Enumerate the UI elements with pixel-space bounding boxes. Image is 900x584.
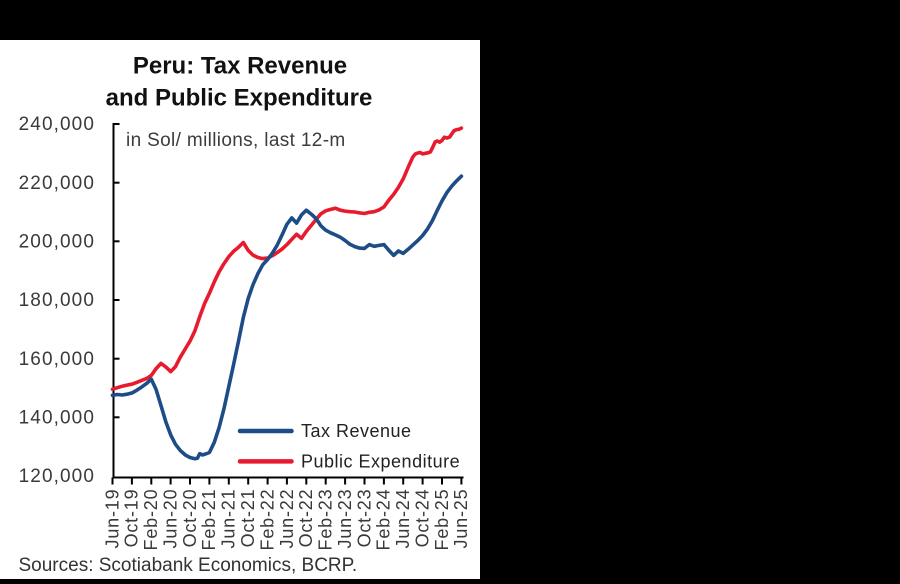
svg-text:Oct-24: Oct-24 (412, 489, 432, 548)
svg-text:Jun-21: Jun-21 (219, 489, 239, 549)
svg-text:Public Expenditure: Public Expenditure (301, 451, 460, 471)
svg-text:Jun-22: Jun-22 (277, 489, 297, 549)
svg-text:Jun-20: Jun-20 (160, 489, 180, 549)
svg-text:Oct-21: Oct-21 (238, 489, 258, 548)
svg-text:160,000: 160,000 (19, 349, 95, 370)
svg-text:Feb-25: Feb-25 (432, 489, 452, 551)
svg-text:in Sol/ millions, last 12-m: in Sol/ millions, last 12-m (126, 130, 346, 151)
svg-text:Oct-22: Oct-22 (296, 489, 316, 548)
svg-text:Oct-20: Oct-20 (180, 489, 200, 548)
svg-text:Feb-23: Feb-23 (316, 489, 336, 551)
svg-text:Jun-23: Jun-23 (335, 489, 355, 549)
svg-text:Feb-21: Feb-21 (199, 489, 219, 551)
svg-text:200,000: 200,000 (19, 232, 95, 253)
svg-text:Oct-19: Oct-19 (122, 489, 142, 548)
svg-text:120,000: 120,000 (19, 466, 95, 487)
svg-text:Jun-25: Jun-25 (451, 489, 471, 549)
svg-text:220,000: 220,000 (19, 173, 95, 194)
svg-text:Jun-24: Jun-24 (393, 489, 413, 549)
svg-text:Peru: Tax Revenue: Peru: Tax Revenue (133, 53, 347, 80)
svg-text:Tax Revenue: Tax Revenue (301, 421, 412, 441)
svg-text:Feb-22: Feb-22 (257, 489, 277, 551)
svg-text:Sources: Scotiabank Economics,: Sources: Scotiabank Economics, BCRP. (19, 555, 358, 576)
svg-text:180,000: 180,000 (19, 290, 95, 311)
svg-text:Feb-24: Feb-24 (374, 489, 394, 551)
svg-text:Feb-20: Feb-20 (141, 489, 161, 551)
svg-text:Oct-23: Oct-23 (354, 489, 374, 548)
svg-text:Jun-19: Jun-19 (102, 489, 122, 549)
svg-text:140,000: 140,000 (19, 408, 95, 429)
svg-text:and Public Expenditure: and Public Expenditure (106, 85, 373, 112)
svg-text:240,000: 240,000 (19, 114, 95, 135)
